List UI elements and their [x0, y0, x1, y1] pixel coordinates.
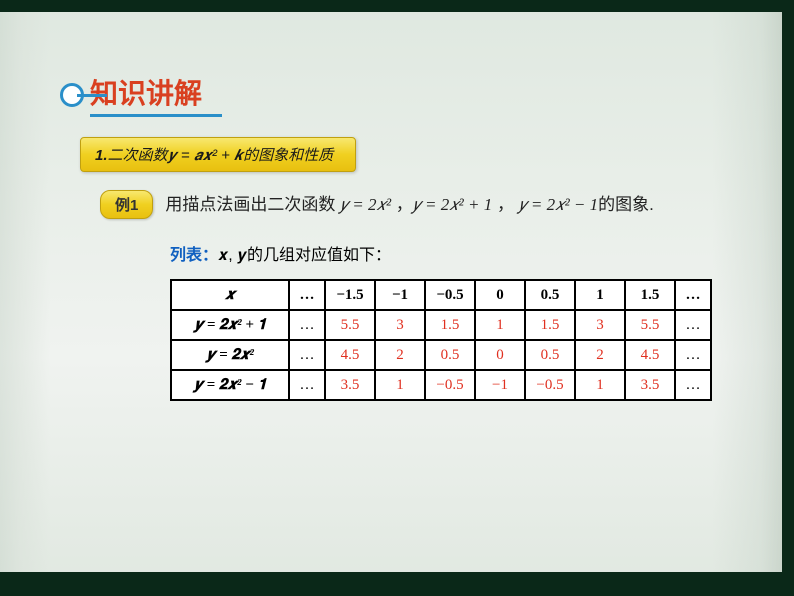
row1-v6: 4.5	[625, 340, 675, 370]
row2-label: 𝒚 = 𝟐𝒙² − 𝟏	[171, 370, 289, 400]
row0-v1: 3	[375, 310, 425, 340]
x-3: 0	[475, 280, 525, 310]
row2-v3: −1	[475, 370, 525, 400]
row1-dots-r: …	[675, 340, 711, 370]
row1-dots-l: …	[289, 340, 325, 370]
section-header: 知识讲解	[60, 72, 722, 117]
x-5: 1	[575, 280, 625, 310]
x-2: −0.5	[425, 280, 475, 310]
subtitle-text: 二次函数𝒚 = 𝒂𝒙² + 𝒌的图象和性质	[108, 147, 334, 164]
row1-v2: 0.5	[425, 340, 475, 370]
table-row: 𝒚 = 𝟐𝒙² + 𝟏 … 5.5 3 1.5 1 1.5 3 5.5 …	[171, 310, 711, 340]
example-f1: 𝑦 = 2𝑥²	[340, 195, 391, 214]
list-label: 列表：𝒙, 𝒚的几组对应值如下：	[170, 241, 722, 265]
section-title: 知识讲解	[90, 72, 222, 117]
row1-label: 𝒚 = 𝟐𝒙²	[171, 340, 289, 370]
example-badge: 例1	[100, 190, 153, 219]
row1-v1: 2	[375, 340, 425, 370]
list-label-blue: 列表：	[170, 247, 218, 264]
header-x: 𝒙	[171, 280, 289, 310]
bullet-circle-icon	[60, 83, 84, 107]
value-table: 𝒙 … −1.5 −1 −0.5 0 0.5 1 1.5 … 𝒚 = 𝟐𝒙² +…	[170, 279, 712, 401]
subtitle-badge: 1.二次函数𝒚 = 𝒂𝒙² + 𝒌的图象和性质	[80, 137, 356, 172]
row1-v5: 2	[575, 340, 625, 370]
slide-content: 知识讲解 1.二次函数𝒚 = 𝒂𝒙² + 𝒌的图象和性质 例1 用描点法画出二次…	[0, 12, 782, 401]
x-1: −1	[375, 280, 425, 310]
row2-dots-l: …	[289, 370, 325, 400]
row0-dots-l: …	[289, 310, 325, 340]
example-p1: 用描点法画出二次函数	[165, 195, 340, 214]
example-f2: 𝑦 = 2𝑥² + 1	[413, 195, 492, 214]
row1-v3: 0	[475, 340, 525, 370]
row0-v2: 1.5	[425, 310, 475, 340]
row2-v6: 3.5	[625, 370, 675, 400]
header-dots-r: …	[675, 280, 711, 310]
row0-v0: 5.5	[325, 310, 375, 340]
example-p4: 的图象.	[598, 195, 654, 214]
table-header-row: 𝒙 … −1.5 −1 −0.5 0 0.5 1 1.5 …	[171, 280, 711, 310]
row0-label: 𝒚 = 𝟐𝒙² + 𝟏	[171, 310, 289, 340]
row2-v4: −0.5	[525, 370, 575, 400]
x-4: 0.5	[525, 280, 575, 310]
row1-v4: 0.5	[525, 340, 575, 370]
value-table-wrap: 𝒙 … −1.5 −1 −0.5 0 0.5 1 1.5 … 𝒚 = 𝟐𝒙² +…	[170, 279, 722, 401]
row0-dots-r: …	[675, 310, 711, 340]
row2-v2: −0.5	[425, 370, 475, 400]
row2-dots-r: …	[675, 370, 711, 400]
row0-v3: 1	[475, 310, 525, 340]
example-p2: ，	[391, 195, 413, 214]
row2-v0: 3.5	[325, 370, 375, 400]
table-row: 𝒚 = 𝟐𝒙² − 𝟏 … 3.5 1 −0.5 −1 −0.5 1 3.5 …	[171, 370, 711, 400]
row0-v6: 5.5	[625, 310, 675, 340]
row0-v5: 3	[575, 310, 625, 340]
example-f3: 𝑦 = 2𝑥² − 1	[519, 195, 598, 214]
example-row: 例1 用描点法画出二次函数 𝑦 = 2𝑥² ，𝑦 = 2𝑥² + 1 ， 𝑦 =…	[100, 190, 722, 219]
example-text: 用描点法画出二次函数 𝑦 = 2𝑥² ，𝑦 = 2𝑥² + 1 ， 𝑦 = 2𝑥…	[165, 190, 654, 215]
subtitle-prefix: 1.	[95, 147, 108, 164]
row2-v5: 1	[575, 370, 625, 400]
header-dots-l: …	[289, 280, 325, 310]
row1-v0: 4.5	[325, 340, 375, 370]
table-row: 𝒚 = 𝟐𝒙² … 4.5 2 0.5 0 0.5 2 4.5 …	[171, 340, 711, 370]
list-label-rest: 𝒙, 𝒚的几组对应值如下：	[218, 247, 391, 264]
x-6: 1.5	[625, 280, 675, 310]
example-p3: ，	[492, 195, 518, 214]
row0-v4: 1.5	[525, 310, 575, 340]
x-0: −1.5	[325, 280, 375, 310]
row2-v1: 1	[375, 370, 425, 400]
